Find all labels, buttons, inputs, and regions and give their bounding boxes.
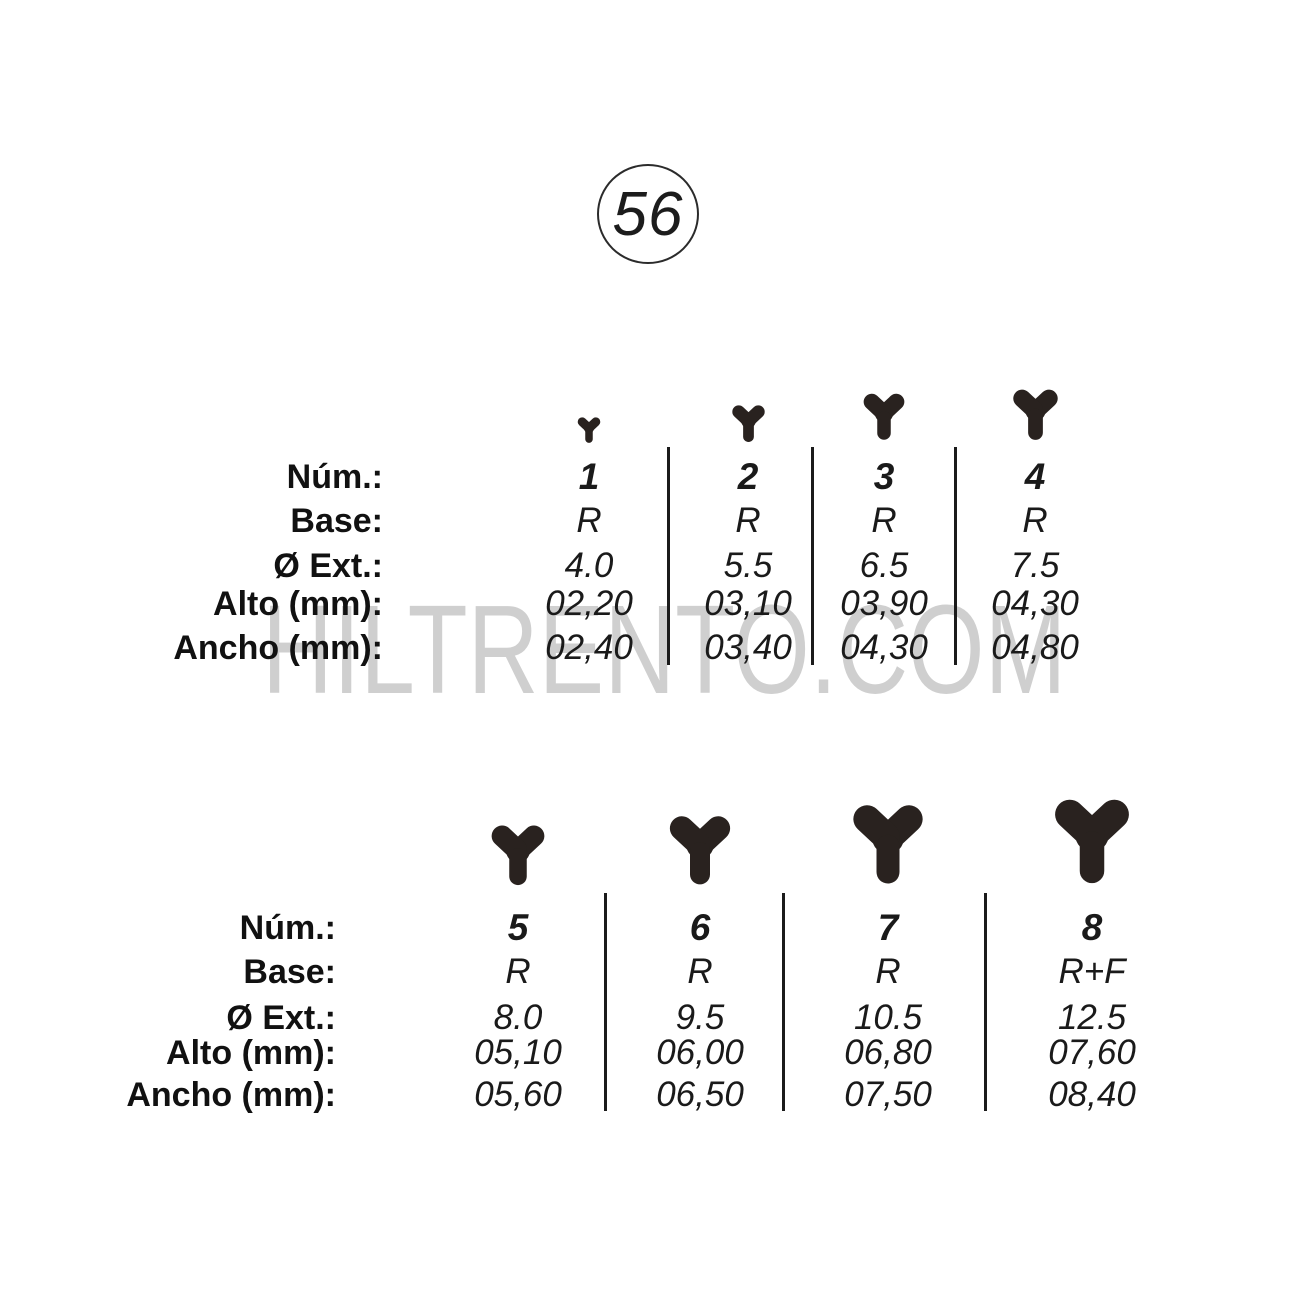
trilobe-shape-5: [482, 820, 554, 890]
t1-base-4: R: [1022, 501, 1048, 540]
t1-ancho-1: 02,40: [545, 628, 633, 667]
t1-row-label-ancho: Ancho (mm):: [173, 629, 383, 667]
t2-ext-8: 12.5: [1057, 998, 1127, 1037]
t2-ancho-5: 05,60: [474, 1075, 562, 1114]
t2-ext-6: 9.5: [675, 998, 725, 1037]
page-number: 56: [612, 179, 684, 249]
t2-num-5: 5: [507, 907, 529, 948]
trilobe-shape-4: [1004, 385, 1067, 444]
table1-divider-2: [811, 447, 814, 665]
table1-divider-1: [667, 447, 670, 665]
table1-divider-3: [954, 447, 957, 665]
t2-base-5: R: [505, 952, 531, 991]
t1-num-3: 3: [873, 456, 895, 497]
t1-alto-4: 04,30: [991, 584, 1079, 623]
t2-ancho-7: 07,50: [844, 1075, 932, 1114]
t2-ext-7: 10.5: [853, 998, 923, 1037]
t2-base-8: R+F: [1058, 952, 1126, 991]
t2-num-8: 8: [1081, 907, 1103, 948]
t1-row-label-ext: Ø Ext.:: [273, 547, 383, 585]
t2-row-label-base: Base:: [243, 953, 336, 991]
t1-num-1: 1: [578, 456, 600, 497]
trilobe-shape-8: [1040, 792, 1144, 890]
table2-divider-2: [782, 893, 785, 1111]
t2-alto-8: 07,60: [1048, 1033, 1136, 1072]
t2-alto-5: 05,10: [474, 1033, 562, 1072]
t2-ancho-6: 06,50: [656, 1075, 744, 1114]
trilobe-shape-7: [841, 798, 935, 890]
t2-num-6: 6: [689, 907, 711, 948]
t2-num-7: 7: [877, 907, 899, 948]
t1-alto-2: 03,10: [704, 584, 792, 623]
t1-base-3: R: [871, 501, 897, 540]
t1-ext-1: 4.0: [564, 546, 614, 585]
t1-alto-3: 03,90: [840, 584, 928, 623]
t2-row-label-ancho: Ancho (mm):: [126, 1076, 336, 1114]
trilobe-shape-3: [857, 389, 911, 444]
t2-row-label-ext: Ø Ext.:: [226, 999, 336, 1037]
t1-row-label-num: Núm.:: [286, 458, 383, 496]
t2-ancho-8: 08,40: [1048, 1075, 1136, 1114]
t2-base-7: R: [875, 952, 901, 991]
trilobe-shape-2: [726, 402, 771, 445]
t1-alto-1: 02,20: [545, 584, 633, 623]
t1-ancho-2: 03,40: [704, 628, 792, 667]
t2-alto-7: 06,80: [844, 1033, 932, 1072]
t1-num-4: 4: [1024, 456, 1046, 497]
t1-ext-2: 5.5: [723, 546, 773, 585]
t1-num-2: 2: [737, 456, 759, 497]
t1-base-2: R: [735, 501, 761, 540]
page-number-badge: 56: [597, 164, 699, 264]
trilobe-shape-1: [574, 414, 604, 446]
t1-ext-3: 6.5: [859, 546, 909, 585]
trilobe-shape-6: [658, 810, 742, 890]
t2-alto-6: 06,00: [656, 1033, 744, 1072]
t1-row-label-alto: Alto (mm):: [213, 585, 383, 623]
t2-row-label-alto: Alto (mm):: [166, 1034, 336, 1072]
t1-ancho-4: 04,80: [991, 628, 1079, 667]
t2-ext-5: 8.0: [493, 998, 543, 1037]
watermark-text: HILTRENTO.COM: [262, 579, 1067, 720]
t1-base-1: R: [576, 501, 602, 540]
t2-row-label-num: Núm.:: [239, 909, 336, 947]
table2-divider-3: [984, 893, 987, 1111]
t1-ext-4: 7.5: [1010, 546, 1060, 585]
t1-row-label-base: Base:: [290, 502, 383, 540]
t2-base-6: R: [687, 952, 713, 991]
table2-divider-1: [604, 893, 607, 1111]
t1-ancho-3: 04,30: [840, 628, 928, 667]
